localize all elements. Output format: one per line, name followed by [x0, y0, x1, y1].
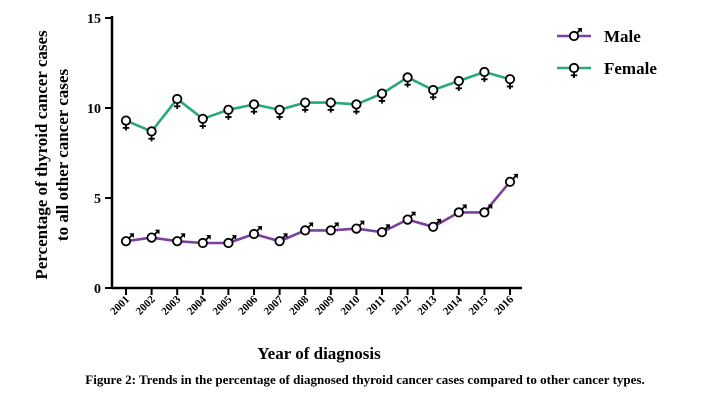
x-tick-label: 2005 [210, 293, 234, 317]
series-line-male [125, 180, 511, 245]
data-point-male [223, 235, 237, 249]
data-point-female [376, 88, 388, 104]
data-point-male [325, 222, 339, 236]
data-point-male [428, 218, 442, 232]
legend-marker-female-icon [568, 62, 580, 78]
data-point-female [479, 66, 490, 82]
data-point-female [325, 97, 336, 113]
x-tick-label: 2006 [236, 293, 260, 317]
x-tick-label: 2014 [441, 293, 465, 317]
data-point-female [146, 126, 157, 142]
x-ticks: 2001 2002 2003 2004 2005 2006 2007 2008 2009 2010… [108, 288, 516, 318]
data-point-female [300, 97, 311, 113]
data-point-male [248, 226, 262, 240]
x-tick-label: 2008 [287, 293, 311, 317]
data-point-male [172, 233, 186, 247]
data-point-male [146, 229, 160, 243]
x-tick-label: 2015 [466, 293, 490, 317]
data-point-female [120, 115, 132, 131]
figure-caption: Figure 2: Trends in the percentage of di… [85, 372, 644, 387]
series [120, 66, 518, 249]
legend: Male Female [557, 27, 657, 78]
series-line-female [125, 70, 511, 133]
data-point-male [479, 204, 493, 218]
x-tick-label: 2013 [415, 293, 439, 317]
data-point-male [274, 233, 288, 247]
x-tick-label: 2007 [262, 293, 286, 317]
x-tick-label: 2016 [492, 293, 516, 317]
data-point-female [402, 72, 413, 88]
axes [110, 16, 522, 290]
y-tick-label: 15 [87, 12, 101, 27]
y-tick-label: 10 [87, 102, 101, 117]
data-point-male [300, 222, 314, 236]
x-tick-label: 2009 [313, 293, 337, 317]
legend-marker-male-icon [568, 28, 582, 42]
x-tick-label: 2001 [108, 294, 132, 318]
x-tick-label: 2010 [338, 293, 362, 317]
data-point-female [223, 104, 234, 120]
x-tick-label: 2004 [185, 293, 209, 317]
data-point-female [453, 75, 464, 91]
data-point-male [120, 233, 134, 247]
data-point-male [351, 220, 365, 234]
data-point-male [197, 235, 211, 249]
x-tick-label: 2002 [134, 293, 158, 317]
data-point-male [402, 211, 416, 225]
data-point-female [428, 84, 439, 100]
data-point-female [197, 113, 208, 129]
data-point-female [351, 99, 362, 115]
x-tick-label: 2003 [159, 293, 183, 317]
legend-label-male: Male [604, 27, 641, 46]
data-point-female [172, 93, 183, 109]
data-point-female [504, 74, 516, 90]
y-axis-title-line1: Percentage of thyroid cancer cases [32, 30, 51, 280]
data-point-female [248, 99, 260, 115]
y-ticks: 0 5 10 15 [87, 12, 112, 297]
x-tick-label: 2011 [364, 294, 388, 318]
data-point-male [504, 173, 518, 187]
x-tick-label: 2012 [390, 293, 414, 317]
legend-label-female: Female [604, 59, 657, 78]
data-point-male [376, 224, 390, 238]
x-axis-title: Year of diagnosis [257, 344, 381, 363]
y-axis-title-line2: to all other cancer cases [53, 69, 72, 242]
y-tick-label: 0 [94, 282, 101, 297]
data-point-female [274, 104, 285, 120]
data-point-male [453, 204, 467, 218]
y-tick-label: 5 [94, 192, 101, 207]
